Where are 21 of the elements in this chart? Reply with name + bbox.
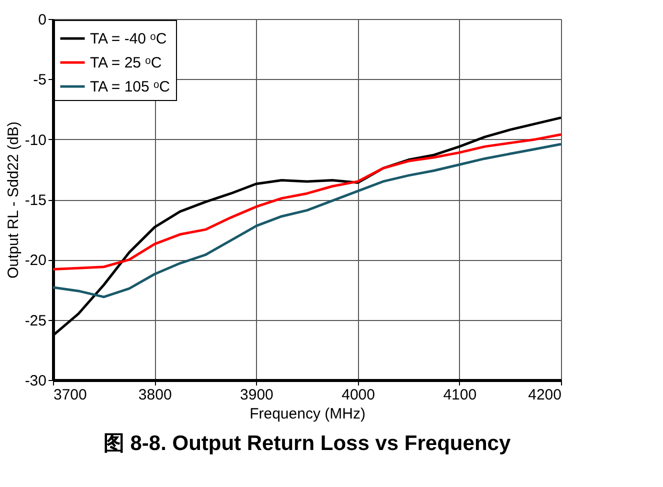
y-tick-label: 0: [38, 12, 46, 28]
text: 图 8-8. Output Return Loss vs Frequency: [103, 432, 511, 455]
y-tick-label: -25: [24, 312, 46, 330]
line-series: [52, 142, 562, 298]
y-tick-label: -5: [33, 72, 46, 89]
x-tick-label: 3900: [240, 386, 274, 404]
x-tick-label: 3700: [54, 386, 87, 404]
x-tick-label: 4000: [342, 386, 375, 404]
y-tick-label: -10: [24, 132, 46, 149]
y-axis-title: Output RL - Sdd22 (dB): [4, 121, 22, 279]
x-tick-label: 4200: [528, 386, 562, 404]
y-tick-label: -20: [24, 252, 46, 270]
y-tick-label: -15: [24, 192, 46, 209]
legend-label: TA = 25 ᵒC: [90, 54, 162, 72]
legend-label: TA = -40 ᵒC: [90, 30, 167, 48]
y-tick-label: -30: [24, 372, 46, 390]
line-series: [52, 133, 562, 271]
x-tick-label: 3800: [138, 386, 172, 404]
x-axis-title: Frequency (MHz): [250, 406, 366, 422]
x-tick-label: 4100: [443, 386, 477, 404]
legend-label: TA = 105 ᵒC: [90, 78, 170, 96]
